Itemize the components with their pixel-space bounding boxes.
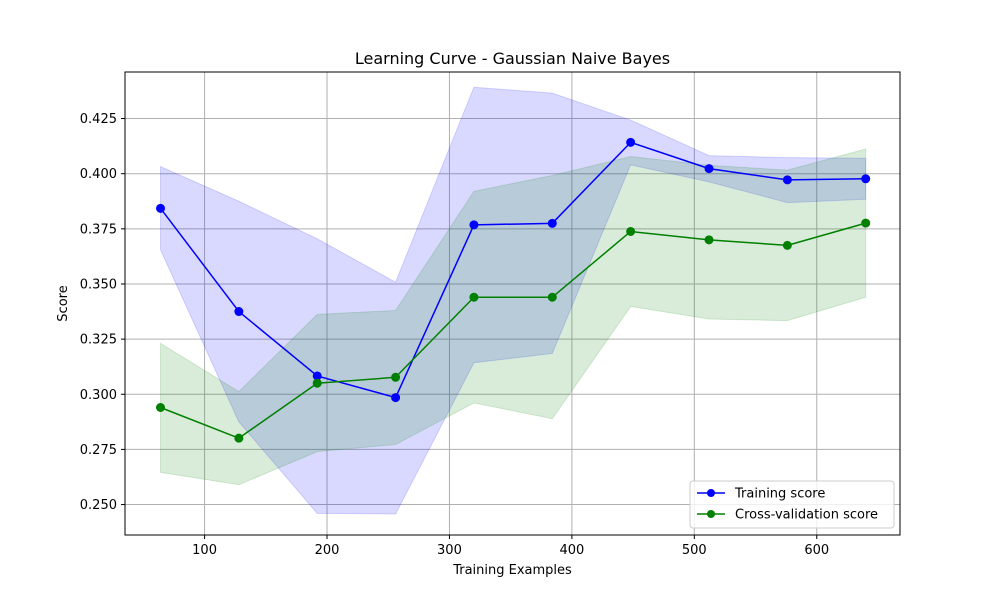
- y-tick-label: 0.325: [80, 333, 117, 348]
- y-tick-label: 0.425: [80, 112, 117, 127]
- score-lines: [159, 141, 866, 439]
- score-points: [156, 137, 871, 443]
- cross-validation-score-band: [160, 148, 867, 486]
- cross-validation-score-point: [704, 235, 714, 245]
- training-score-point: [704, 164, 714, 174]
- y-tick-label: 0.275: [80, 443, 117, 458]
- legend: Training score Cross-validation score: [689, 480, 895, 529]
- x-tick-label: 100: [192, 543, 217, 558]
- legend-label-cross-validation: Cross-validation score: [735, 508, 878, 523]
- x-tick-label: 400: [559, 543, 584, 558]
- cross-validation-score-line: [160, 222, 866, 439]
- plot-frame: [124, 71, 901, 536]
- cross-validation-score-point: [861, 218, 871, 228]
- y-tick-label: 0.350: [80, 277, 117, 292]
- x-axis-label: Training Examples: [452, 563, 572, 578]
- legend-marker-training: [707, 489, 715, 497]
- chart-title: Learning Curve - Gaussian Naive Bayes: [355, 49, 670, 68]
- cross-validation-score-point: [469, 292, 479, 302]
- training-score-band: [160, 86, 867, 515]
- legend-marker-cross-validation: [707, 510, 715, 518]
- training-score-point: [782, 175, 792, 185]
- x-tick-label: 500: [682, 543, 707, 558]
- training-score-point: [156, 203, 166, 213]
- cross-validation-score-point: [391, 372, 401, 382]
- y-tick-label: 0.300: [80, 388, 117, 403]
- training-score-point: [469, 220, 479, 230]
- training-score-point: [391, 393, 401, 403]
- training-score-point: [547, 218, 557, 228]
- score-bands: [160, 86, 867, 515]
- cross-validation-score-point: [547, 292, 557, 302]
- x-tick-label: 300: [437, 543, 462, 558]
- y-tick-label: 0.375: [80, 222, 117, 237]
- cross-validation-score-point: [312, 378, 322, 388]
- legend-box: [689, 480, 895, 529]
- legend-label-training: Training score: [734, 487, 825, 502]
- y-tick-label: 0.400: [80, 167, 117, 182]
- y-tick-label: 0.250: [80, 498, 117, 513]
- cross-validation-score-point: [626, 226, 636, 236]
- cross-validation-score-point: [234, 433, 244, 443]
- y-axis-label: Score: [56, 285, 71, 321]
- axis-ticks: 100 200 300 400 500 600 0.250 0.275 0.300 0.325 0.…: [80, 112, 829, 558]
- grid-lines: [125, 72, 900, 535]
- training-score-line: [159, 141, 866, 399]
- cross-validation-score-point: [782, 240, 792, 250]
- training-score-point: [626, 137, 636, 147]
- x-tick-label: 600: [804, 543, 829, 558]
- training-score-point: [234, 307, 244, 317]
- training-score-point: [861, 174, 871, 184]
- cross-validation-score-point: [156, 403, 166, 413]
- x-tick-label: 200: [315, 543, 340, 558]
